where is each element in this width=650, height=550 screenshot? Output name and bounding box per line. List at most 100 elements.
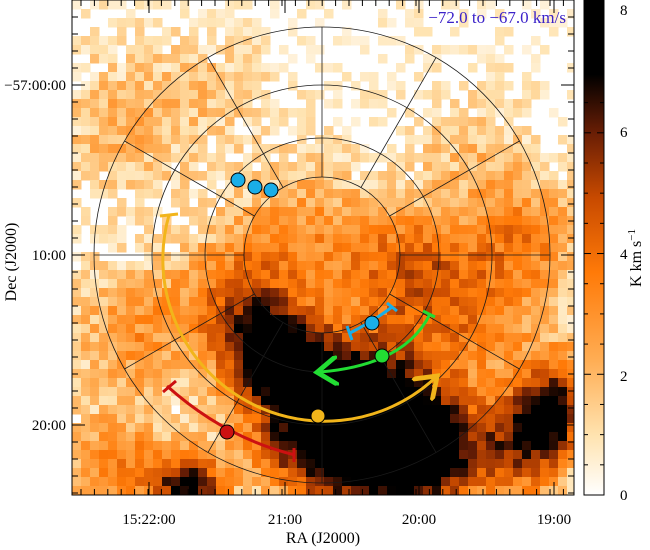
map-pixel <box>558 189 568 199</box>
map-pixel <box>234 99 244 109</box>
map-pixel <box>504 162 514 172</box>
map-pixel <box>90 108 100 118</box>
map-pixel <box>405 288 415 298</box>
map-pixel <box>297 333 307 343</box>
map-pixel <box>108 63 118 73</box>
map-pixel <box>531 297 541 307</box>
map-pixel <box>306 144 316 154</box>
map-pixel <box>288 387 298 397</box>
map-pixel <box>378 468 388 478</box>
map-pixel <box>225 342 235 352</box>
map-pixel <box>108 234 118 244</box>
map-pixel <box>396 252 406 262</box>
map-pixel <box>495 450 505 460</box>
map-pixel <box>540 243 550 253</box>
map-pixel <box>486 63 496 73</box>
map-pixel <box>360 450 370 460</box>
map-pixel <box>180 252 190 262</box>
map-pixel <box>441 234 451 244</box>
map-pixel <box>252 198 262 208</box>
map-pixel <box>540 18 550 28</box>
map-pixel <box>153 126 163 136</box>
map-pixel <box>522 459 532 469</box>
map-pixel <box>207 459 217 469</box>
map-pixel <box>324 315 334 325</box>
map-pixel <box>207 378 217 388</box>
map-pixel <box>135 486 145 495</box>
map-pixel <box>414 270 424 280</box>
map-pixel <box>144 315 154 325</box>
map-pixel <box>549 18 559 28</box>
map-pixel <box>117 198 127 208</box>
map-pixel <box>108 54 118 64</box>
map-pixel <box>225 324 235 334</box>
map-pixel <box>405 9 415 19</box>
map-pixel <box>549 306 559 316</box>
map-pixel <box>558 234 568 244</box>
map-pixel <box>270 342 280 352</box>
map-pixel <box>153 459 163 469</box>
map-pixel <box>405 216 415 226</box>
map-pixel <box>468 126 478 136</box>
map-pixel <box>567 207 574 217</box>
map-pixel <box>297 288 307 298</box>
map-pixel <box>81 387 91 397</box>
map-pixel <box>360 486 370 495</box>
map-pixel <box>504 423 514 433</box>
map-pixel <box>396 351 406 361</box>
map-pixel <box>405 297 415 307</box>
map-pixel <box>90 351 100 361</box>
map-pixel <box>189 252 199 262</box>
map-pixel <box>198 342 208 352</box>
map-pixel <box>441 351 451 361</box>
map-pixel <box>135 450 145 460</box>
map-pixel <box>189 486 199 495</box>
map-pixel <box>387 270 397 280</box>
map-pixel <box>171 297 181 307</box>
map-pixel <box>504 27 514 37</box>
map-pixel <box>126 9 136 19</box>
map-pixel <box>540 288 550 298</box>
map-pixel <box>180 207 190 217</box>
map-pixel <box>549 432 559 442</box>
map-pixel <box>108 135 118 145</box>
map-pixel <box>81 279 91 289</box>
map-pixel <box>477 189 487 199</box>
map-pixel <box>540 450 550 460</box>
map-pixel <box>252 468 262 478</box>
map-pixel <box>198 108 208 118</box>
map-pixel <box>270 72 280 82</box>
map-pixel <box>324 261 334 271</box>
map-pixel <box>270 108 280 118</box>
map-pixel <box>549 198 559 208</box>
map-pixel <box>360 306 370 316</box>
map-pixel <box>270 378 280 388</box>
map-pixel <box>567 234 574 244</box>
map-pixel <box>216 243 226 253</box>
map-pixel <box>387 279 397 289</box>
map-pixel <box>216 216 226 226</box>
map-pixel <box>513 234 523 244</box>
map-pixel <box>351 405 361 415</box>
map-pixel <box>234 252 244 262</box>
map-pixel <box>315 18 325 28</box>
map-pixel <box>477 252 487 262</box>
map-pixel <box>306 198 316 208</box>
map-pixel <box>288 27 298 37</box>
map-pixel <box>360 396 370 406</box>
map-pixel <box>477 432 487 442</box>
map-pixel <box>270 279 280 289</box>
map-pixel <box>117 315 127 325</box>
map-pixel <box>216 234 226 244</box>
map-pixel <box>423 162 433 172</box>
map-pixel <box>252 270 262 280</box>
map-pixel <box>207 486 217 495</box>
map-pixel <box>468 441 478 451</box>
map-pixel <box>387 225 397 235</box>
map-pixel <box>162 333 172 343</box>
map-pixel <box>432 162 442 172</box>
map-pixel <box>432 117 442 127</box>
map-pixel <box>162 477 172 487</box>
map-pixel <box>243 306 253 316</box>
map-pixel <box>414 180 424 190</box>
